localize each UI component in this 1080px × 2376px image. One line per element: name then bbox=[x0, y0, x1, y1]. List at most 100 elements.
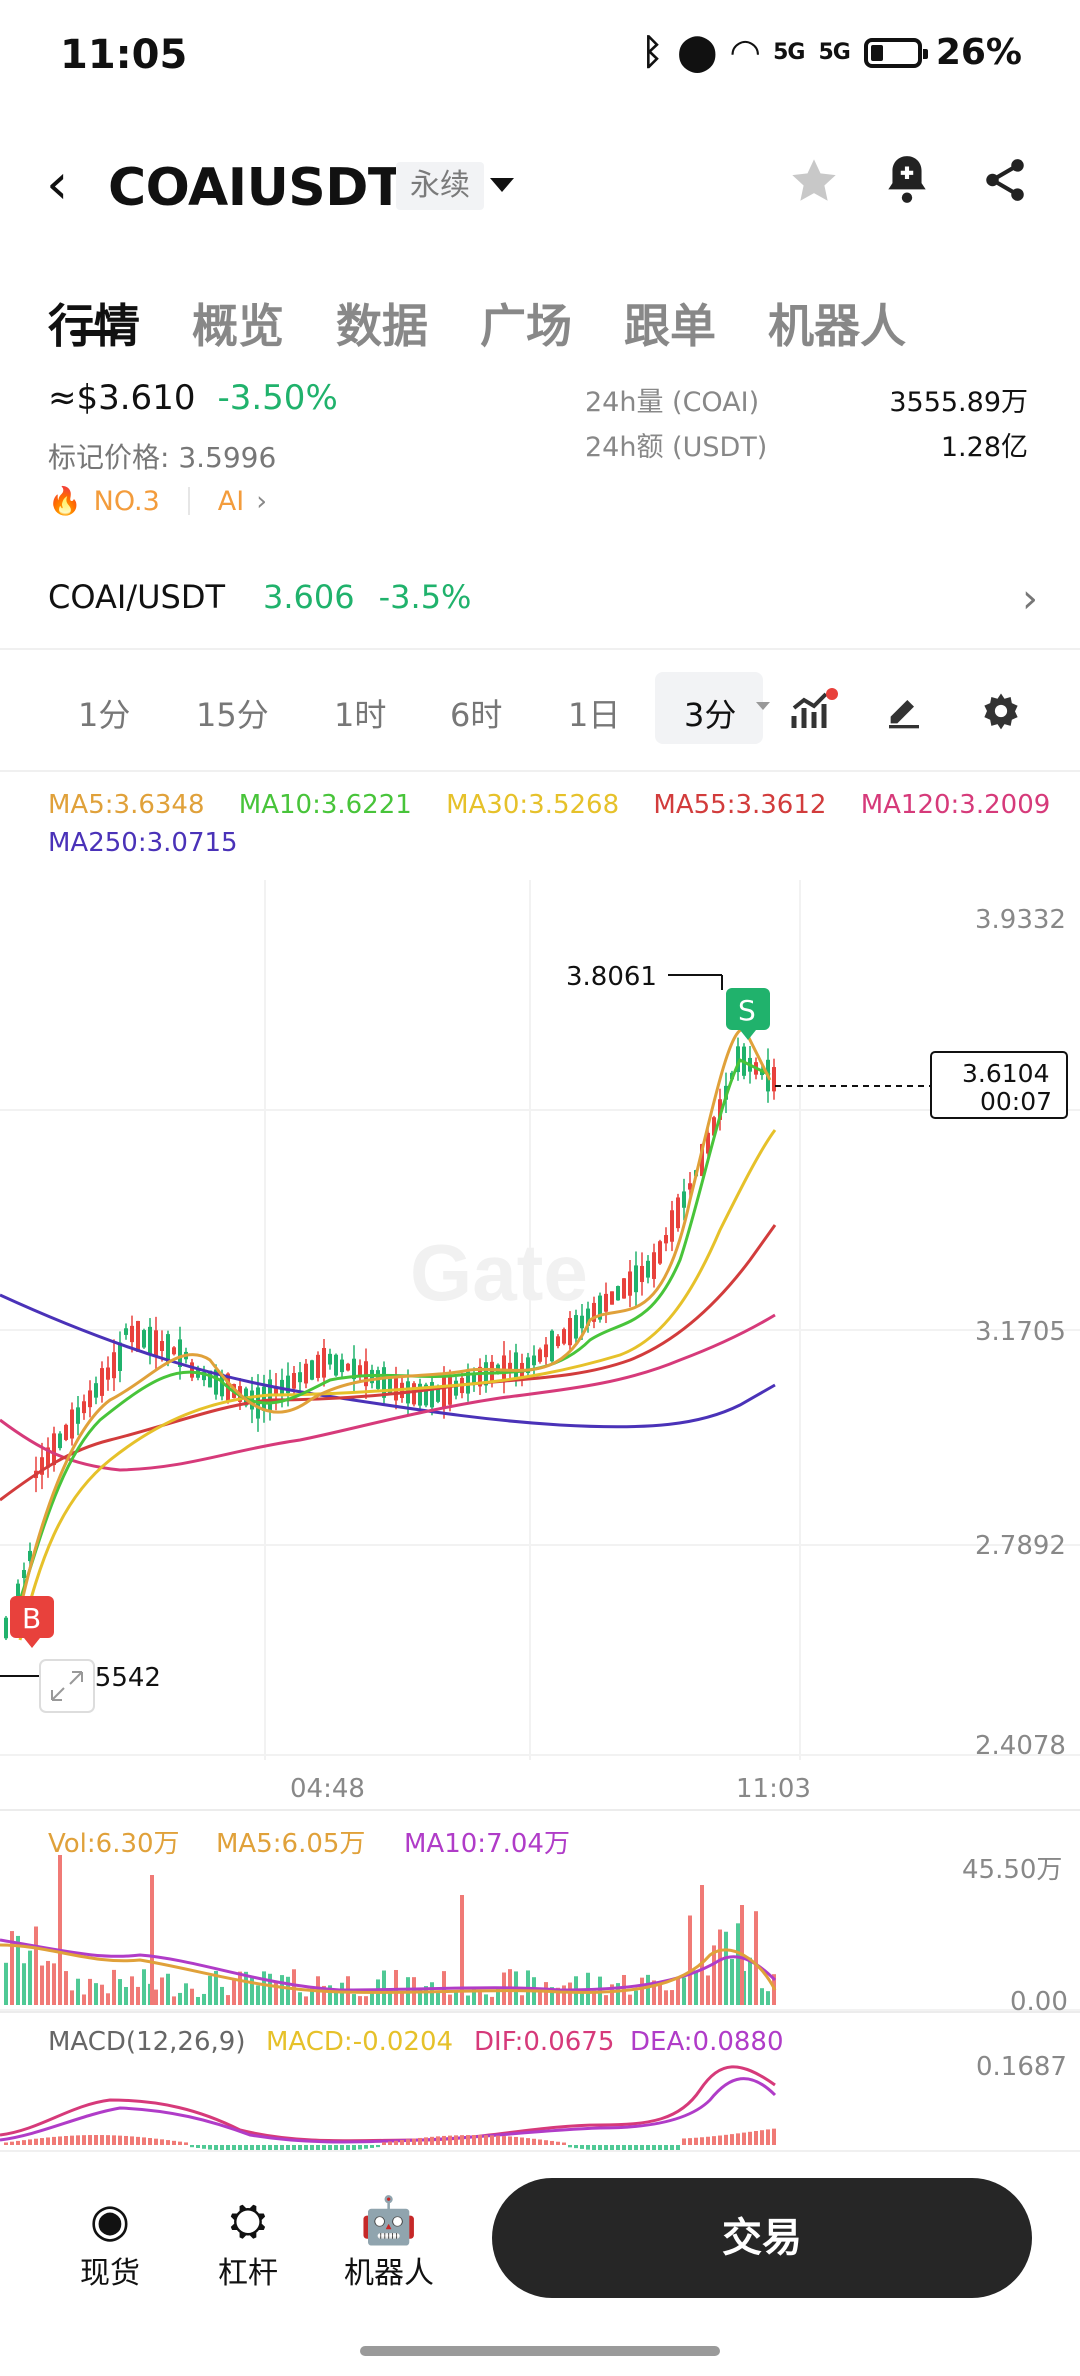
bell-icon[interactable] bbox=[882, 152, 932, 206]
macd-bar bbox=[598, 2145, 602, 2150]
macd-bar bbox=[376, 2145, 380, 2148]
macd-bar bbox=[346, 2145, 350, 2150]
rank-label: NO.3 bbox=[93, 485, 160, 517]
macd-bar bbox=[742, 2132, 746, 2145]
y-tick: 2.7892 bbox=[975, 1531, 1066, 1561]
candle-body bbox=[136, 1320, 140, 1352]
volume-bar bbox=[712, 1945, 716, 2005]
volume-bar bbox=[298, 1992, 302, 2005]
expand-icon[interactable] bbox=[39, 1659, 95, 1713]
volume-bar bbox=[580, 1989, 584, 2005]
candle-body bbox=[580, 1315, 584, 1329]
volume-bar bbox=[694, 1970, 698, 2005]
rank-row[interactable]: 🔥 NO.3 AI › bbox=[48, 485, 267, 518]
macd-bar bbox=[724, 2134, 728, 2145]
macd-bar bbox=[316, 2145, 320, 2150]
macd-bar bbox=[526, 2138, 530, 2145]
buy-marker-label: B bbox=[22, 1602, 41, 1635]
y-axis: 3.9332 3.1705 2.7892 2.4078 bbox=[975, 905, 1066, 1761]
star-icon[interactable] bbox=[788, 155, 840, 207]
candle-body bbox=[112, 1352, 116, 1379]
current-price-label: 3.6104 bbox=[962, 1059, 1049, 1088]
volume-bar bbox=[628, 1994, 632, 2005]
candle-body bbox=[622, 1278, 626, 1299]
tab-data[interactable]: 数据 bbox=[336, 299, 428, 353]
chevron-right-icon[interactable]: › bbox=[1022, 576, 1038, 622]
candle-body bbox=[208, 1370, 212, 1388]
tf-15m[interactable]: 15分 bbox=[196, 696, 269, 734]
home-indicator[interactable] bbox=[360, 2346, 720, 2356]
tab-square[interactable]: 广场 bbox=[480, 299, 572, 353]
tf-1h[interactable]: 1时 bbox=[334, 696, 387, 734]
volume-bar bbox=[634, 1990, 638, 2005]
trade-button[interactable]: 交易 bbox=[492, 2178, 1032, 2298]
contract-type-badge[interactable]: 永续 bbox=[396, 162, 484, 210]
current-price-box: 3.6104 00:07 bbox=[930, 1051, 1068, 1119]
ma120-label: MA120:3.2009 bbox=[860, 790, 1051, 820]
settings-icon[interactable] bbox=[980, 690, 1022, 732]
candle-body bbox=[166, 1334, 170, 1363]
status-time: 11:05 bbox=[60, 32, 188, 78]
candle-body bbox=[340, 1359, 344, 1373]
spot-row[interactable]: COAI/USDT 3.606 -3.5% bbox=[48, 578, 471, 616]
draw-icon[interactable] bbox=[884, 690, 924, 730]
volume-bar bbox=[676, 1976, 680, 2005]
volume-bar bbox=[160, 1977, 164, 2005]
macd-bar bbox=[310, 2145, 314, 2150]
kline-chart[interactable]: Gate 3.8061 S B 2.5542 3.6104 bbox=[0, 860, 1080, 2150]
volume-bar bbox=[436, 1993, 440, 2005]
tf-6h[interactable]: 6时 bbox=[450, 696, 503, 734]
ma-lines bbox=[0, 1027, 777, 1641]
macd-bar bbox=[460, 2135, 464, 2145]
candle-body bbox=[574, 1315, 578, 1339]
candle-body bbox=[526, 1357, 530, 1374]
tab-overview[interactable]: 概览 bbox=[192, 299, 284, 353]
nav-margin[interactable]: ⛭ 杠杆 bbox=[218, 2192, 278, 2292]
mark-price: 标记价格: 3.5996 bbox=[48, 441, 277, 474]
x-tick: 11:03 bbox=[736, 1774, 811, 1804]
tf-1m[interactable]: 1分 bbox=[78, 696, 131, 734]
macd-bar bbox=[64, 2135, 68, 2145]
timeframe-bar: 1分 15分 1时 6时 1日 3分 bbox=[0, 660, 1080, 760]
tab-bots[interactable]: 机器人 bbox=[768, 299, 906, 353]
volume-bar bbox=[10, 1931, 14, 2005]
vol-ma5-line bbox=[0, 1943, 777, 1994]
macd-bar bbox=[472, 2135, 476, 2145]
macd-bar bbox=[40, 2138, 44, 2145]
macd-bar bbox=[496, 2135, 500, 2145]
macd-bar bbox=[100, 2135, 104, 2145]
sell-marker-label: S bbox=[738, 994, 756, 1027]
nav-spot[interactable]: ◉ 现货 bbox=[80, 2192, 140, 2292]
nav-bots[interactable]: 🤖 机器人 bbox=[344, 2192, 434, 2292]
caret-down-icon[interactable] bbox=[490, 178, 514, 192]
candle-body bbox=[466, 1371, 470, 1394]
candle-body bbox=[64, 1424, 68, 1440]
candle-body bbox=[292, 1373, 296, 1389]
pair-title[interactable]: COAIUSDT bbox=[108, 158, 403, 218]
macd-bar bbox=[202, 2145, 206, 2149]
macd-bar bbox=[130, 2136, 134, 2145]
candle-body bbox=[424, 1384, 428, 1406]
macd-bar bbox=[466, 2135, 470, 2145]
tab-copy-trade[interactable]: 跟单 bbox=[624, 299, 716, 353]
high-marker: 3.8061 bbox=[566, 962, 723, 992]
volume-bar bbox=[688, 1915, 692, 2005]
signal-icon-2: 5G bbox=[818, 40, 850, 65]
macd-bar bbox=[364, 2145, 368, 2149]
x-tick: 04:48 bbox=[290, 1774, 365, 1804]
macd-bar bbox=[148, 2138, 152, 2145]
macd-bar bbox=[730, 2134, 734, 2145]
indicator-icon[interactable] bbox=[790, 688, 838, 732]
volume-bar bbox=[370, 1990, 374, 2005]
tf-1d[interactable]: 1日 bbox=[568, 696, 621, 734]
tf-selected[interactable]: 3分 bbox=[684, 696, 737, 734]
tab-market[interactable]: 行情 bbox=[48, 299, 140, 353]
candle-body bbox=[22, 1570, 26, 1578]
macd-bar bbox=[28, 2139, 32, 2145]
volume-bar bbox=[238, 1971, 242, 2005]
back-icon[interactable]: ‹ bbox=[46, 152, 69, 217]
volume-bar bbox=[430, 1982, 434, 2005]
volume-bar bbox=[730, 1958, 734, 2005]
candle-body bbox=[178, 1339, 182, 1367]
share-icon[interactable] bbox=[980, 155, 1030, 205]
